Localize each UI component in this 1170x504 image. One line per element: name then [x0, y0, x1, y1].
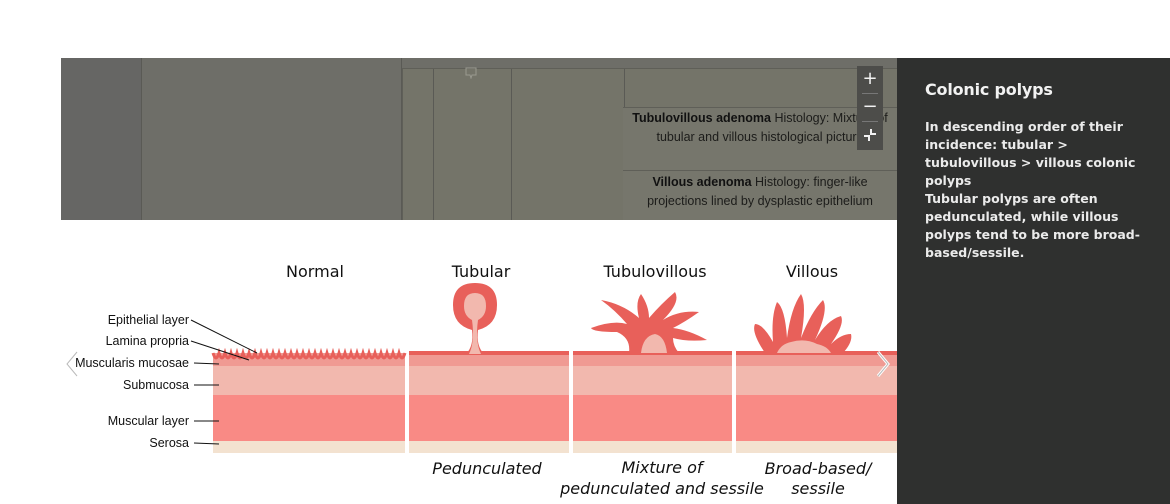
tissue-block-tubulovillous — [573, 292, 732, 453]
label-muscular-layer: Muscular layer — [108, 414, 189, 428]
divider — [141, 58, 142, 220]
zoom-out-button[interactable]: − — [862, 96, 878, 117]
row-term: Villous adenoma — [652, 175, 752, 189]
sidebar-title: Colonic polyps — [925, 80, 1053, 99]
caption-pedunculated: Pedunculated — [432, 459, 542, 478]
next-image-button[interactable] — [873, 348, 893, 380]
chevron-left-icon — [65, 351, 79, 377]
fit-screen-button[interactable] — [857, 122, 883, 148]
row-term: Tubulovillous adenoma — [632, 111, 771, 125]
label-muscularis-mucosae: Muscularis mucosae — [75, 356, 189, 370]
label-epithelial-layer: Epithelial layer — [108, 313, 189, 327]
previous-image-button[interactable] — [62, 348, 82, 380]
label-lamina-propria: Lamina propria — [106, 334, 189, 348]
zoom-in-button[interactable]: + — [862, 68, 878, 89]
divider — [862, 93, 878, 94]
tissue-block-tubular — [409, 283, 569, 453]
caption-mixture-line2: pedunculated and sessile — [559, 479, 764, 498]
column-title-tubulovillous: Tubulovillous — [602, 262, 706, 281]
caption-broad-based-line2: sessile — [791, 479, 845, 498]
tissue-block-normal — [211, 347, 407, 453]
column-title-villous: Villous — [786, 262, 838, 281]
caption-broad-based-line1: Broad-based/ — [765, 459, 873, 478]
sidebar-paragraph: Tubular polyps are often pedunculated, w… — [925, 191, 1140, 260]
info-sidebar: Colonic polyps In descending order of th… — [897, 58, 1170, 504]
layer-labels: Epithelial layer Lamina propria Muscular… — [75, 313, 258, 450]
background-left-column — [61, 58, 141, 220]
colonic-polyps-figure: Normal Tubular Tubulovillous Villous — [75, 262, 897, 498]
divider — [862, 121, 878, 122]
column-title-tubular: Tubular — [451, 262, 511, 281]
background-page: Tubulovillous adenoma Histology: Mixture… — [61, 58, 897, 220]
collapse-icon — [864, 129, 876, 141]
divider — [433, 69, 434, 220]
table-row: Tubulovillous adenoma Histology: Mixture… — [623, 107, 897, 170]
tissue-block-villous — [736, 294, 897, 453]
row-desc: Histology: finger-like projections lined… — [647, 175, 873, 208]
divider — [511, 69, 512, 220]
comment-icon — [465, 67, 477, 79]
chevron-right-icon — [876, 351, 890, 377]
zoom-controls: + − — [857, 66, 883, 150]
table-row: Villous adenoma Histology: finger-like p… — [623, 170, 897, 220]
caption-mixture-line1: Mixture of — [621, 458, 704, 477]
label-serosa: Serosa — [149, 436, 189, 450]
column-title-normal: Normal — [286, 262, 344, 281]
divider — [401, 58, 402, 220]
sidebar-paragraph: In descending order of their incidence: … — [925, 119, 1136, 188]
label-submucosa: Submucosa — [123, 378, 189, 392]
